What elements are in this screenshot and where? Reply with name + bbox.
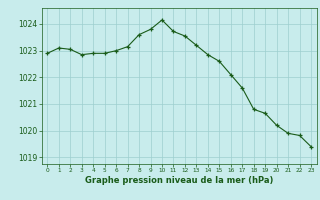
X-axis label: Graphe pression niveau de la mer (hPa): Graphe pression niveau de la mer (hPa): [85, 176, 273, 185]
